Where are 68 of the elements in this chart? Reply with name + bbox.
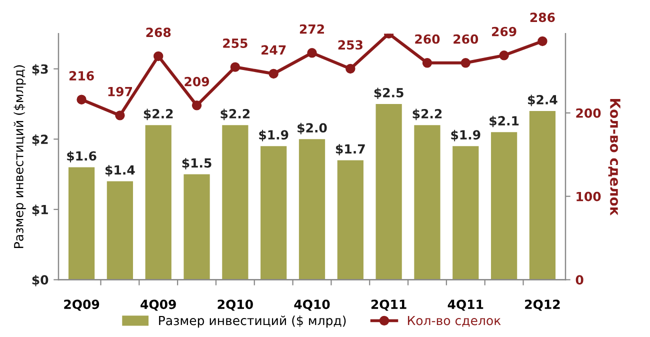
bar: [145, 125, 172, 280]
bar: [68, 167, 95, 280]
x-tick-label: 4Q11: [448, 300, 484, 311]
y-axis-title: Размер инвестиций ($млрд): [14, 65, 26, 248]
data-label: 269: [492, 26, 516, 36]
x-tick-label: 4Q10: [294, 300, 330, 311]
y-tick-label: $1: [32, 204, 48, 216]
data-label: 247: [262, 45, 286, 54]
point: [460, 58, 470, 68]
legend-label: Размер инвестиций ($ млрд): [159, 316, 346, 328]
y-tick-label: $3: [32, 64, 48, 76]
y2-tick-label: 200: [576, 108, 601, 118]
data-label: 209: [184, 76, 210, 86]
x-tick-label: 2Q09: [64, 300, 100, 311]
bar: [490, 132, 518, 280]
bar: [260, 146, 287, 280]
y-tick-label: $2: [32, 134, 48, 146]
bar: [529, 111, 556, 280]
bar: [222, 125, 248, 280]
bar: [298, 139, 326, 280]
y2-tick-label: 100: [576, 192, 601, 202]
bar: [337, 160, 364, 280]
point: [422, 58, 432, 68]
bar: [414, 125, 440, 280]
y-tick-label: $0: [32, 274, 48, 286]
data-label: $2.2: [220, 108, 250, 120]
point: [538, 36, 548, 46]
x-tick-label: 2Q12: [525, 300, 560, 311]
x-tick-label: 4Q09: [140, 300, 176, 311]
data-label: $2.2: [144, 108, 173, 120]
data-label: $1.5: [182, 158, 212, 170]
data-label: 268: [146, 28, 171, 38]
data-label: 272: [300, 24, 324, 34]
data-label: 216: [69, 71, 94, 80]
point: [115, 110, 125, 120]
data-label: $2.4: [528, 94, 558, 106]
data-label: $2.2: [412, 108, 442, 120]
data-label: $1.9: [451, 130, 480, 142]
point: [154, 51, 164, 62]
bar: [184, 174, 210, 280]
data-label: $1.6: [67, 150, 96, 162]
point: [268, 68, 278, 79]
point: [346, 64, 356, 74]
x-tick-label: 2Q11: [371, 300, 406, 311]
x-tick-label: 2Q10: [218, 300, 253, 311]
point: [230, 62, 240, 72]
bar: [106, 181, 134, 280]
bar: [376, 104, 402, 280]
data-label: 260: [454, 34, 478, 44]
point: [76, 94, 86, 104]
data-label: $2.5: [374, 88, 404, 100]
point: [192, 100, 202, 110]
data-label: $2.1: [490, 116, 519, 128]
y2-tick-label: 0: [576, 275, 584, 285]
y2-axis-title: Кол-во сделок: [608, 98, 620, 216]
data-label: 253: [338, 40, 362, 50]
data-label: $1.4: [106, 165, 135, 176]
data-label: 197: [108, 86, 132, 96]
data-label: 286: [530, 12, 555, 22]
legend-label: Кол-во сделок: [408, 316, 501, 327]
data-label: $1.7: [336, 144, 365, 156]
data-label: $2.0: [298, 122, 327, 134]
point: [499, 50, 509, 60]
bar: [452, 146, 479, 280]
data-label: $1.9: [259, 130, 288, 142]
data-label: 260: [415, 34, 440, 44]
data-label: 255: [223, 38, 248, 48]
point: [307, 48, 317, 58]
